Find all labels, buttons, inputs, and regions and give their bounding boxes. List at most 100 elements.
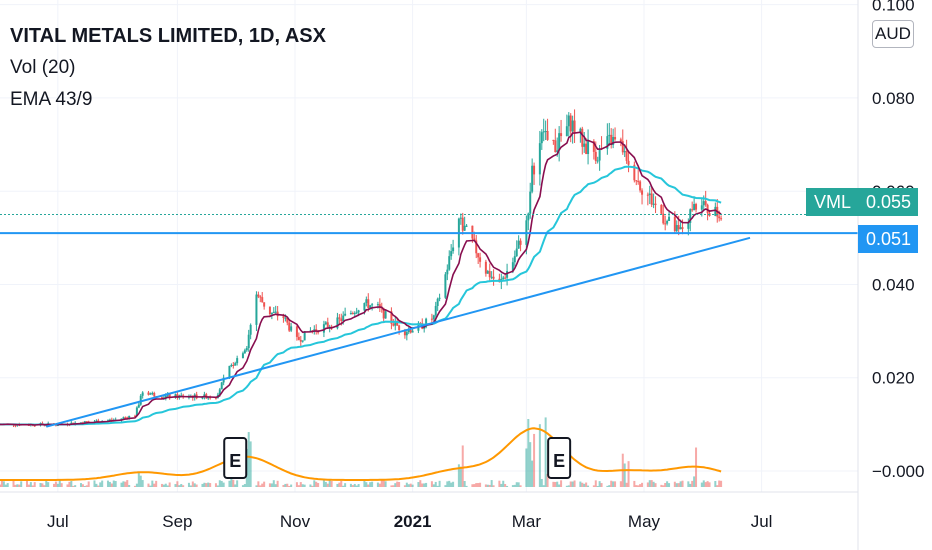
candle-body <box>531 165 534 192</box>
candle-body <box>666 220 669 224</box>
candle-body <box>492 276 495 279</box>
candle-body <box>695 204 698 210</box>
time-tick-label: Jul <box>47 512 69 531</box>
volume-bar <box>290 484 293 487</box>
volume-bar <box>533 433 536 487</box>
candle-body <box>299 339 302 342</box>
volume-bar <box>133 485 136 487</box>
earnings-marker[interactable]: E <box>223 437 248 479</box>
candle-body <box>303 331 306 341</box>
volume-bar <box>606 485 609 487</box>
candle-body <box>673 216 676 232</box>
time-tick-label: Jul <box>751 512 773 531</box>
volume-bar <box>430 481 433 487</box>
volume-bar <box>600 483 603 487</box>
volume-bar <box>41 483 44 487</box>
volume-bar <box>392 485 395 487</box>
volume-bar <box>274 484 277 487</box>
candle-body <box>261 297 264 303</box>
volume-bar <box>141 480 144 487</box>
volume-bar <box>700 482 703 487</box>
volume-bar <box>488 484 491 487</box>
volume-bar <box>349 483 352 487</box>
candle-body <box>357 310 360 313</box>
earnings-marker[interactable]: E <box>547 437 572 479</box>
volume-bar <box>569 481 572 487</box>
volume-bar <box>207 482 210 487</box>
volume-bar <box>340 480 343 487</box>
volume-bar <box>434 481 437 487</box>
volume-bar <box>448 480 451 487</box>
volume-bars <box>0 417 723 487</box>
candle-body <box>149 393 152 395</box>
volume-indicator-label[interactable]: Vol (20) <box>10 57 76 78</box>
candle-body <box>648 193 651 195</box>
candle-body <box>585 143 588 155</box>
candle-body <box>176 394 179 398</box>
volume-bar <box>137 472 140 487</box>
candle-body <box>641 190 644 195</box>
candle-body <box>706 204 709 213</box>
volume-bar <box>14 484 17 487</box>
volume-bar <box>513 484 516 487</box>
candle-body <box>639 181 642 191</box>
candle-body <box>394 321 397 326</box>
volume-bar <box>81 484 84 487</box>
volume-bar <box>106 480 109 487</box>
volume-bar <box>515 482 518 487</box>
candle-body <box>646 194 649 196</box>
candle-body <box>583 143 586 147</box>
volume-bar <box>261 483 264 487</box>
candle-body <box>236 358 239 364</box>
time-axis: Jul Sep Nov 2021 Mar May Jul <box>47 512 772 531</box>
volume-bar <box>108 481 111 487</box>
candle-body <box>243 350 246 354</box>
volume-bar <box>33 482 36 487</box>
candle-body <box>623 151 626 153</box>
volume-bar <box>527 419 530 487</box>
volume-bar <box>6 483 9 487</box>
candle-body <box>390 311 393 324</box>
volume-bar <box>367 484 370 487</box>
candle-body <box>587 141 590 155</box>
candle-body <box>122 417 125 419</box>
volume-bar <box>257 481 260 487</box>
volume-bar <box>203 482 206 487</box>
volume-bar <box>378 483 381 487</box>
candle-body <box>108 419 111 421</box>
candle-body <box>477 253 480 258</box>
candle-body <box>124 417 127 419</box>
symbol-title[interactable]: VITAL METALS LIMITED, 1D, ASX <box>10 25 326 47</box>
candle-body <box>95 420 98 422</box>
volume-bar <box>531 460 534 487</box>
volume-bar <box>556 481 559 487</box>
candle-body <box>610 134 613 146</box>
ema-indicator-label[interactable]: EMA 43/9 <box>10 89 93 110</box>
volume-bar <box>567 485 570 487</box>
volume-bar <box>687 481 690 487</box>
chart-grid <box>0 0 858 492</box>
volume-bar <box>97 485 100 487</box>
candle-body <box>247 334 250 349</box>
chart-legend: VITAL METALS LIMITED, 1D, ASX Vol (20) E… <box>10 20 326 116</box>
volume-bar <box>417 482 420 487</box>
volume-bar <box>504 484 507 487</box>
volume-bar <box>311 485 314 487</box>
candle-body <box>475 240 478 254</box>
price-tick-label: −0.000 <box>872 462 924 481</box>
volume-bar <box>452 481 455 487</box>
volume-bar <box>313 480 316 487</box>
candle-body <box>446 269 449 275</box>
volume-bar <box>635 485 638 487</box>
price-tick-label: 0.080 <box>872 89 915 108</box>
volume-bar <box>612 481 615 487</box>
volume-bar <box>276 480 279 487</box>
volume-bar <box>309 484 312 487</box>
candle-body <box>689 209 692 223</box>
volume-bar <box>384 481 387 487</box>
candle-body <box>479 257 482 262</box>
currency-button[interactable]: AUD <box>872 20 914 48</box>
volume-bar <box>365 482 368 487</box>
candle-body <box>139 395 142 405</box>
